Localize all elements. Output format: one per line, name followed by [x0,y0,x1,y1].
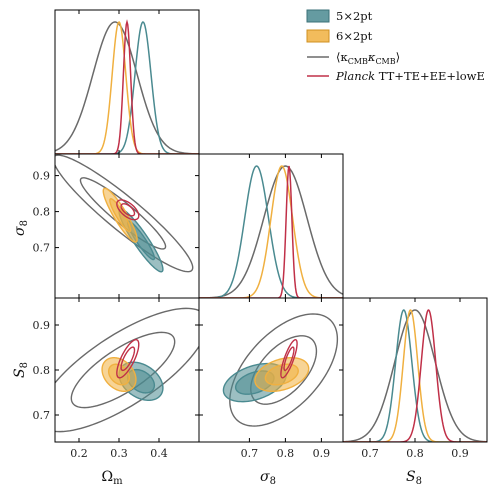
y-tick-label-S8: 0.7 [33,409,51,422]
panels-layer: 0.7 0.8 0.90.70.80.90.2 0.3 0.40.70.80.90.7 0… [33,9,488,460]
legend-label-kk: ⟨κCMBκCMB⟩ [336,50,400,66]
panel-0-2: 0.2 0.3 0.4 0.7 0.8 0.9 [33,297,200,460]
legend-label-5x2: 5×2pt [336,9,373,23]
marginal-kk-S8 [343,309,487,442]
contour-planck-om_S8-95 [116,338,140,379]
x-tick-label-S8: 0.8 [406,447,424,460]
contour-planck-s8_S8-95 [280,338,298,379]
x-tick-label-om: 0.3 [110,447,128,460]
marginal-6x2-om [55,20,199,154]
marginal-kk-om [55,21,199,154]
panel-1-2: 0.7 0.8 0.9 [198,297,344,460]
y-tick-label-S8: 0.9 [33,319,51,332]
marginal-planck-S8 [343,309,487,442]
x-tick-label-s8: 0.7 [241,447,259,460]
contour-kk-om_S8-95 [55,307,199,433]
panel-frame [198,153,344,299]
y-tick-label-s8: 0.7 [33,242,51,255]
contour-kk-s8_S8-95 [229,313,339,427]
marginal-5x2-s8 [199,165,343,298]
panel-1-1 [198,153,344,299]
panel-0-0 [54,9,200,155]
contour-planck-om_S8-68 [120,346,136,372]
x-tick-label-om: 0.4 [150,447,168,460]
y-axis-label-S8: S8 [12,362,30,378]
legend-label-6x2: 6×2pt [336,29,373,43]
legend: 5×2pt 6×2pt ⟨κCMBκCMB⟩ Planck TT+TE+EE+l… [306,9,485,83]
panel-0-1: 0.7 0.8 0.9 [33,153,200,299]
contour-planck-s8_S8-68 [283,346,295,372]
y-tick-label-s8: 0.9 [33,170,51,183]
x-tick-label-S8: 0.9 [451,447,469,460]
y-tick-label-S8: 0.8 [33,364,51,377]
x-axis-label-om: Ωm [101,469,123,487]
x-tick-label-s8: 0.8 [277,447,295,460]
marginal-planck-om [55,19,199,154]
x-axis-label-S8: S8 [406,469,422,487]
legend-swatch-5x2 [306,9,330,23]
contour-planck-om_s8-68 [120,203,136,217]
x-axis-label-s8: σ8 [260,469,276,487]
x-tick-label-S8: 0.7 [361,447,379,460]
panel-2-2: 0.7 0.8 0.9 [342,297,488,460]
legend-label-planck: Planck TT+TE+EE+lowE [335,69,485,83]
x-tick-label-s8: 0.9 [313,447,331,460]
x-tick-label-om: 0.2 [70,447,88,460]
marginal-6x2-S8 [343,309,487,442]
contour-planck-om_s8-95 [116,199,140,221]
y-tick-label-s8: 0.8 [33,206,51,219]
y-axis-label-s8: σ8 [12,220,30,236]
legend-swatch-6x2 [306,29,330,43]
